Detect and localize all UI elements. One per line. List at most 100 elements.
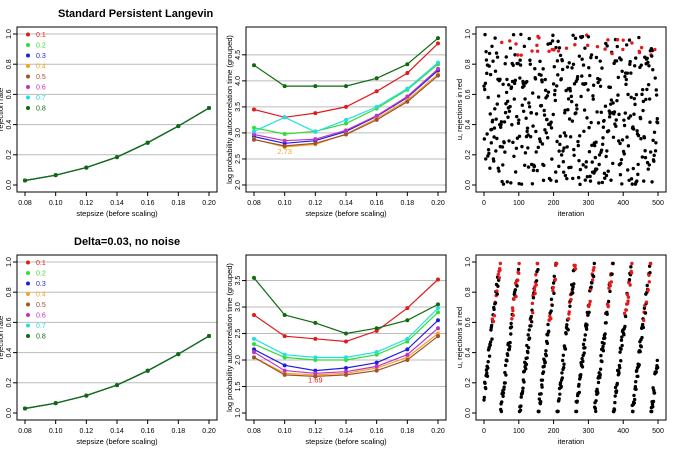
accepted-point xyxy=(624,315,627,318)
rejected-point xyxy=(625,308,628,311)
rejected-point xyxy=(647,288,650,291)
data-point xyxy=(344,128,348,132)
accepted-point xyxy=(484,82,487,85)
accepted-point xyxy=(564,134,567,137)
legend-marker xyxy=(26,313,30,317)
accepted-point xyxy=(583,108,586,111)
data-point xyxy=(405,337,409,341)
rejected-point xyxy=(592,266,595,269)
accepted-point xyxy=(490,324,493,327)
rejected-point xyxy=(498,276,501,279)
rejected-point xyxy=(653,48,656,51)
rejected-point xyxy=(638,51,641,54)
accepted-point xyxy=(497,169,500,172)
accepted-point xyxy=(522,84,525,87)
data-point xyxy=(375,114,379,118)
accepted-point xyxy=(545,354,548,357)
accepted-point xyxy=(578,183,581,186)
rejected-point xyxy=(533,288,536,291)
accepted-point xyxy=(557,165,560,168)
accepted-point xyxy=(653,131,656,134)
rejected-point xyxy=(516,279,519,282)
accepted-point xyxy=(650,410,653,413)
data-point xyxy=(344,339,348,343)
accepted-point xyxy=(542,179,545,182)
legend-marker xyxy=(26,303,30,307)
accepted-point xyxy=(593,144,596,147)
legend-marker xyxy=(26,75,30,79)
y-tick-label: 0.6 xyxy=(6,317,13,327)
accepted-point xyxy=(531,91,534,94)
accepted-point xyxy=(501,163,504,166)
y-tick-label: 2.0 xyxy=(235,355,242,365)
y-tick-label: 1.0 xyxy=(6,257,13,267)
accepted-point xyxy=(502,391,505,394)
series-line-0.2 xyxy=(25,336,209,409)
x-tick-label: 0.14 xyxy=(110,428,124,435)
y-tick-label: 4.5 xyxy=(235,50,242,60)
rejected-point xyxy=(621,48,624,51)
accepted-point xyxy=(541,142,544,145)
accepted-point xyxy=(506,180,509,183)
x-tick-label: 0.16 xyxy=(141,428,155,435)
accepted-point xyxy=(605,174,608,177)
accepted-point xyxy=(578,134,581,137)
rejected-point xyxy=(596,45,599,48)
accepted-point xyxy=(623,152,626,155)
x-tick-label: 0.20 xyxy=(431,428,445,435)
accepted-point xyxy=(566,108,569,111)
rejected-point xyxy=(573,264,576,267)
accepted-point xyxy=(518,59,521,62)
x-tick-label: 0.18 xyxy=(401,428,415,435)
y-tick-label: 0.8 xyxy=(6,287,13,297)
rejected-point xyxy=(630,271,633,274)
data-point xyxy=(84,394,88,398)
accepted-point xyxy=(528,37,531,40)
accepted-point xyxy=(622,333,625,336)
rejected-point xyxy=(606,38,609,41)
accepted-point xyxy=(553,65,556,68)
accepted-point xyxy=(496,292,499,295)
accepted-point xyxy=(560,385,563,388)
accepted-point xyxy=(576,140,579,143)
accepted-point xyxy=(509,332,512,335)
accepted-point xyxy=(596,391,599,394)
accepted-point xyxy=(495,137,498,140)
accepted-point xyxy=(561,376,564,379)
accepted-point xyxy=(501,83,504,86)
rejected-point xyxy=(557,49,560,52)
accepted-point xyxy=(517,122,520,125)
x-axis-label: iteration xyxy=(558,209,585,218)
accepted-point xyxy=(608,290,611,293)
data-point xyxy=(375,369,379,373)
accepted-point xyxy=(610,272,613,275)
accepted-point xyxy=(626,168,629,171)
accepted-point xyxy=(650,54,653,57)
rejected-point xyxy=(531,302,534,305)
accepted-point xyxy=(605,149,608,152)
accepted-point xyxy=(613,110,616,113)
accepted-point xyxy=(565,323,568,326)
accepted-point xyxy=(629,265,632,268)
accepted-point xyxy=(618,350,621,353)
accepted-point xyxy=(547,90,550,93)
legend-marker xyxy=(26,33,30,37)
data-point xyxy=(375,105,379,109)
data-point xyxy=(405,358,409,362)
accepted-point xyxy=(534,77,537,80)
accepted-point xyxy=(558,143,561,146)
legend-marker xyxy=(26,54,30,58)
accepted-point xyxy=(555,140,558,143)
accepted-point xyxy=(626,93,629,96)
accepted-point xyxy=(572,63,575,66)
data-point xyxy=(115,155,119,159)
accepted-point xyxy=(528,105,531,108)
chart-r2c3: 0 100 200 300 400 5000.00.20.40.60.81.0iterat… xyxy=(455,255,666,446)
accepted-point xyxy=(545,131,548,134)
accepted-point xyxy=(592,84,595,87)
data-point xyxy=(375,118,379,122)
accepted-point xyxy=(528,328,531,331)
accepted-point xyxy=(651,405,654,408)
accepted-point xyxy=(565,145,568,148)
data-point xyxy=(344,370,348,374)
